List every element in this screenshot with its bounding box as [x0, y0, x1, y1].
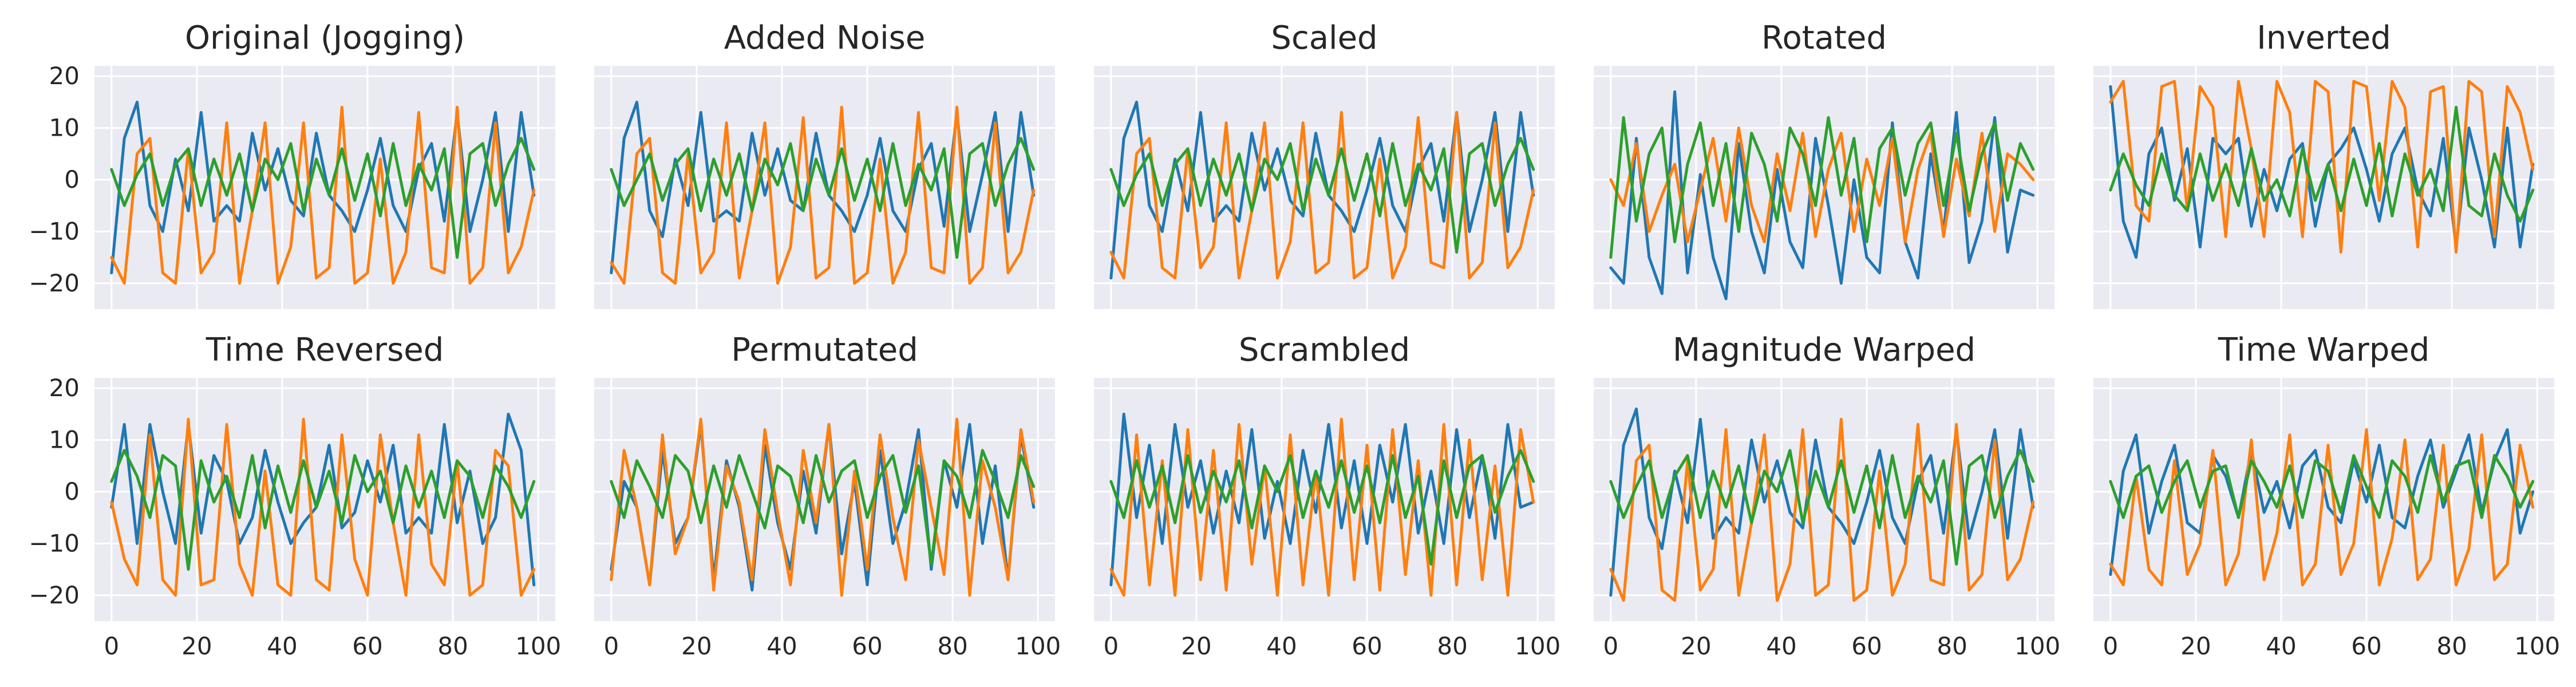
subplot-2: Added Noise	[594, 19, 1055, 309]
subplot-title: Time Reversed	[206, 331, 444, 369]
x-tick-label: 100	[1515, 632, 1560, 660]
subplot-5: Inverted	[2093, 19, 2554, 309]
y-tick-label: −20	[29, 269, 80, 297]
y-tick-label: −20	[29, 581, 80, 609]
series-line-blue	[1609, 407, 2035, 597]
series-line-green	[1109, 137, 1535, 254]
x-tick-label: 80	[1937, 632, 1967, 660]
subplot-1: Original (Jogging) −20 −10 0 10 20	[29, 19, 555, 309]
x-tick-label: 80	[937, 632, 967, 660]
y-tick-label: −10	[29, 529, 80, 557]
series-line-green	[2109, 454, 2535, 519]
x-tick-label: 20	[1181, 632, 1211, 660]
x-tick-label: 40	[767, 632, 797, 660]
series-line-green	[610, 449, 1036, 566]
x-tick-label: 40	[1766, 632, 1796, 660]
x-tick-label: 80	[1437, 632, 1467, 660]
y-tick-label: 20	[49, 62, 80, 90]
plot-area	[594, 378, 1055, 621]
y-tick-label: 0	[64, 165, 80, 194]
series-line-blue	[2109, 428, 2535, 577]
series-line-blue	[110, 100, 536, 275]
plot-area	[1094, 66, 1555, 309]
x-tick-label: 60	[1851, 632, 1882, 660]
y-tick-label: 10	[49, 114, 80, 142]
x-tick-label: 60	[1352, 632, 1382, 660]
subplot-3: Scaled	[1094, 19, 1555, 309]
series-line-green	[1609, 116, 2035, 259]
series-line-green	[610, 137, 1036, 259]
x-tick-label: 40	[1266, 632, 1297, 660]
subplot-7: Permutated 0 20 40 60 80 100	[594, 331, 1061, 660]
x-tick-label: 0	[603, 632, 619, 660]
subplot-title: Rotated	[1761, 19, 1887, 57]
x-tick-label: 20	[681, 632, 712, 660]
series-line-blue	[610, 100, 1036, 275]
x-tick-label: 20	[1681, 632, 1711, 660]
subplot-title: Magnitude Warped	[1673, 331, 1976, 369]
series-line-blue	[1109, 412, 1535, 587]
x-tick-label: 100	[2014, 632, 2060, 660]
series-line-orange	[2109, 428, 2535, 587]
x-tick-label: 0	[1603, 632, 1618, 660]
x-tick-label: 80	[437, 632, 468, 660]
subplot-title: Time Warped	[2218, 331, 2430, 369]
x-tick-label: 40	[2266, 632, 2296, 660]
x-tick-label: 60	[2351, 632, 2381, 660]
subplot-title: Scrambled	[1239, 331, 1410, 369]
plot-area	[1094, 378, 1555, 621]
series-line-green	[1109, 449, 1535, 566]
x-tick-label: 20	[2180, 632, 2211, 660]
x-tick-label: 100	[2514, 632, 2560, 660]
subplot-title: Permutated	[731, 331, 918, 369]
series-line-blue	[1109, 100, 1535, 280]
x-tick-label: 60	[852, 632, 882, 660]
x-tick-label: 20	[181, 632, 212, 660]
y-tick-label: 0	[64, 477, 80, 506]
y-tick-label: 10	[49, 426, 80, 454]
subplot-4: Rotated	[1594, 19, 2055, 309]
x-tick-label: 40	[267, 632, 297, 660]
subplot-title: Inverted	[2257, 19, 2391, 57]
y-tick-label: −10	[29, 217, 80, 245]
x-tick-label: 0	[104, 632, 119, 660]
series-line-orange	[1109, 417, 1535, 597]
x-tick-label: 100	[1015, 632, 1061, 660]
x-tick-label: 80	[2436, 632, 2467, 660]
subplot-6: Time Reversed −20 −10 0 10 20 0 20 40 60 80 100	[29, 331, 561, 660]
subplot-title: Added Noise	[724, 19, 926, 57]
series-line-green	[110, 137, 536, 259]
subplot-9: Magnitude Warped 0 20 40 60 80 100	[1594, 331, 2060, 660]
y-tick-label: 20	[49, 374, 80, 402]
series-line-green	[1609, 449, 2035, 566]
series-line-blue	[110, 412, 536, 587]
series-line-green	[2109, 105, 2535, 223]
series-line-blue	[2109, 85, 2535, 259]
x-tick-label: 0	[2103, 632, 2118, 660]
subplot-title: Original (Jogging)	[185, 19, 465, 57]
subplot-8: Scrambled 0 20 40 60 80 100	[1094, 331, 1560, 660]
x-tick-label: 60	[352, 632, 382, 660]
x-tick-label: 0	[1103, 632, 1119, 660]
subplot-10: Time Warped 0 20 40 60 80 100	[2093, 331, 2560, 660]
x-tick-label: 100	[515, 632, 561, 660]
subplot-title: Scaled	[1271, 19, 1377, 57]
series-line-green	[110, 449, 536, 571]
